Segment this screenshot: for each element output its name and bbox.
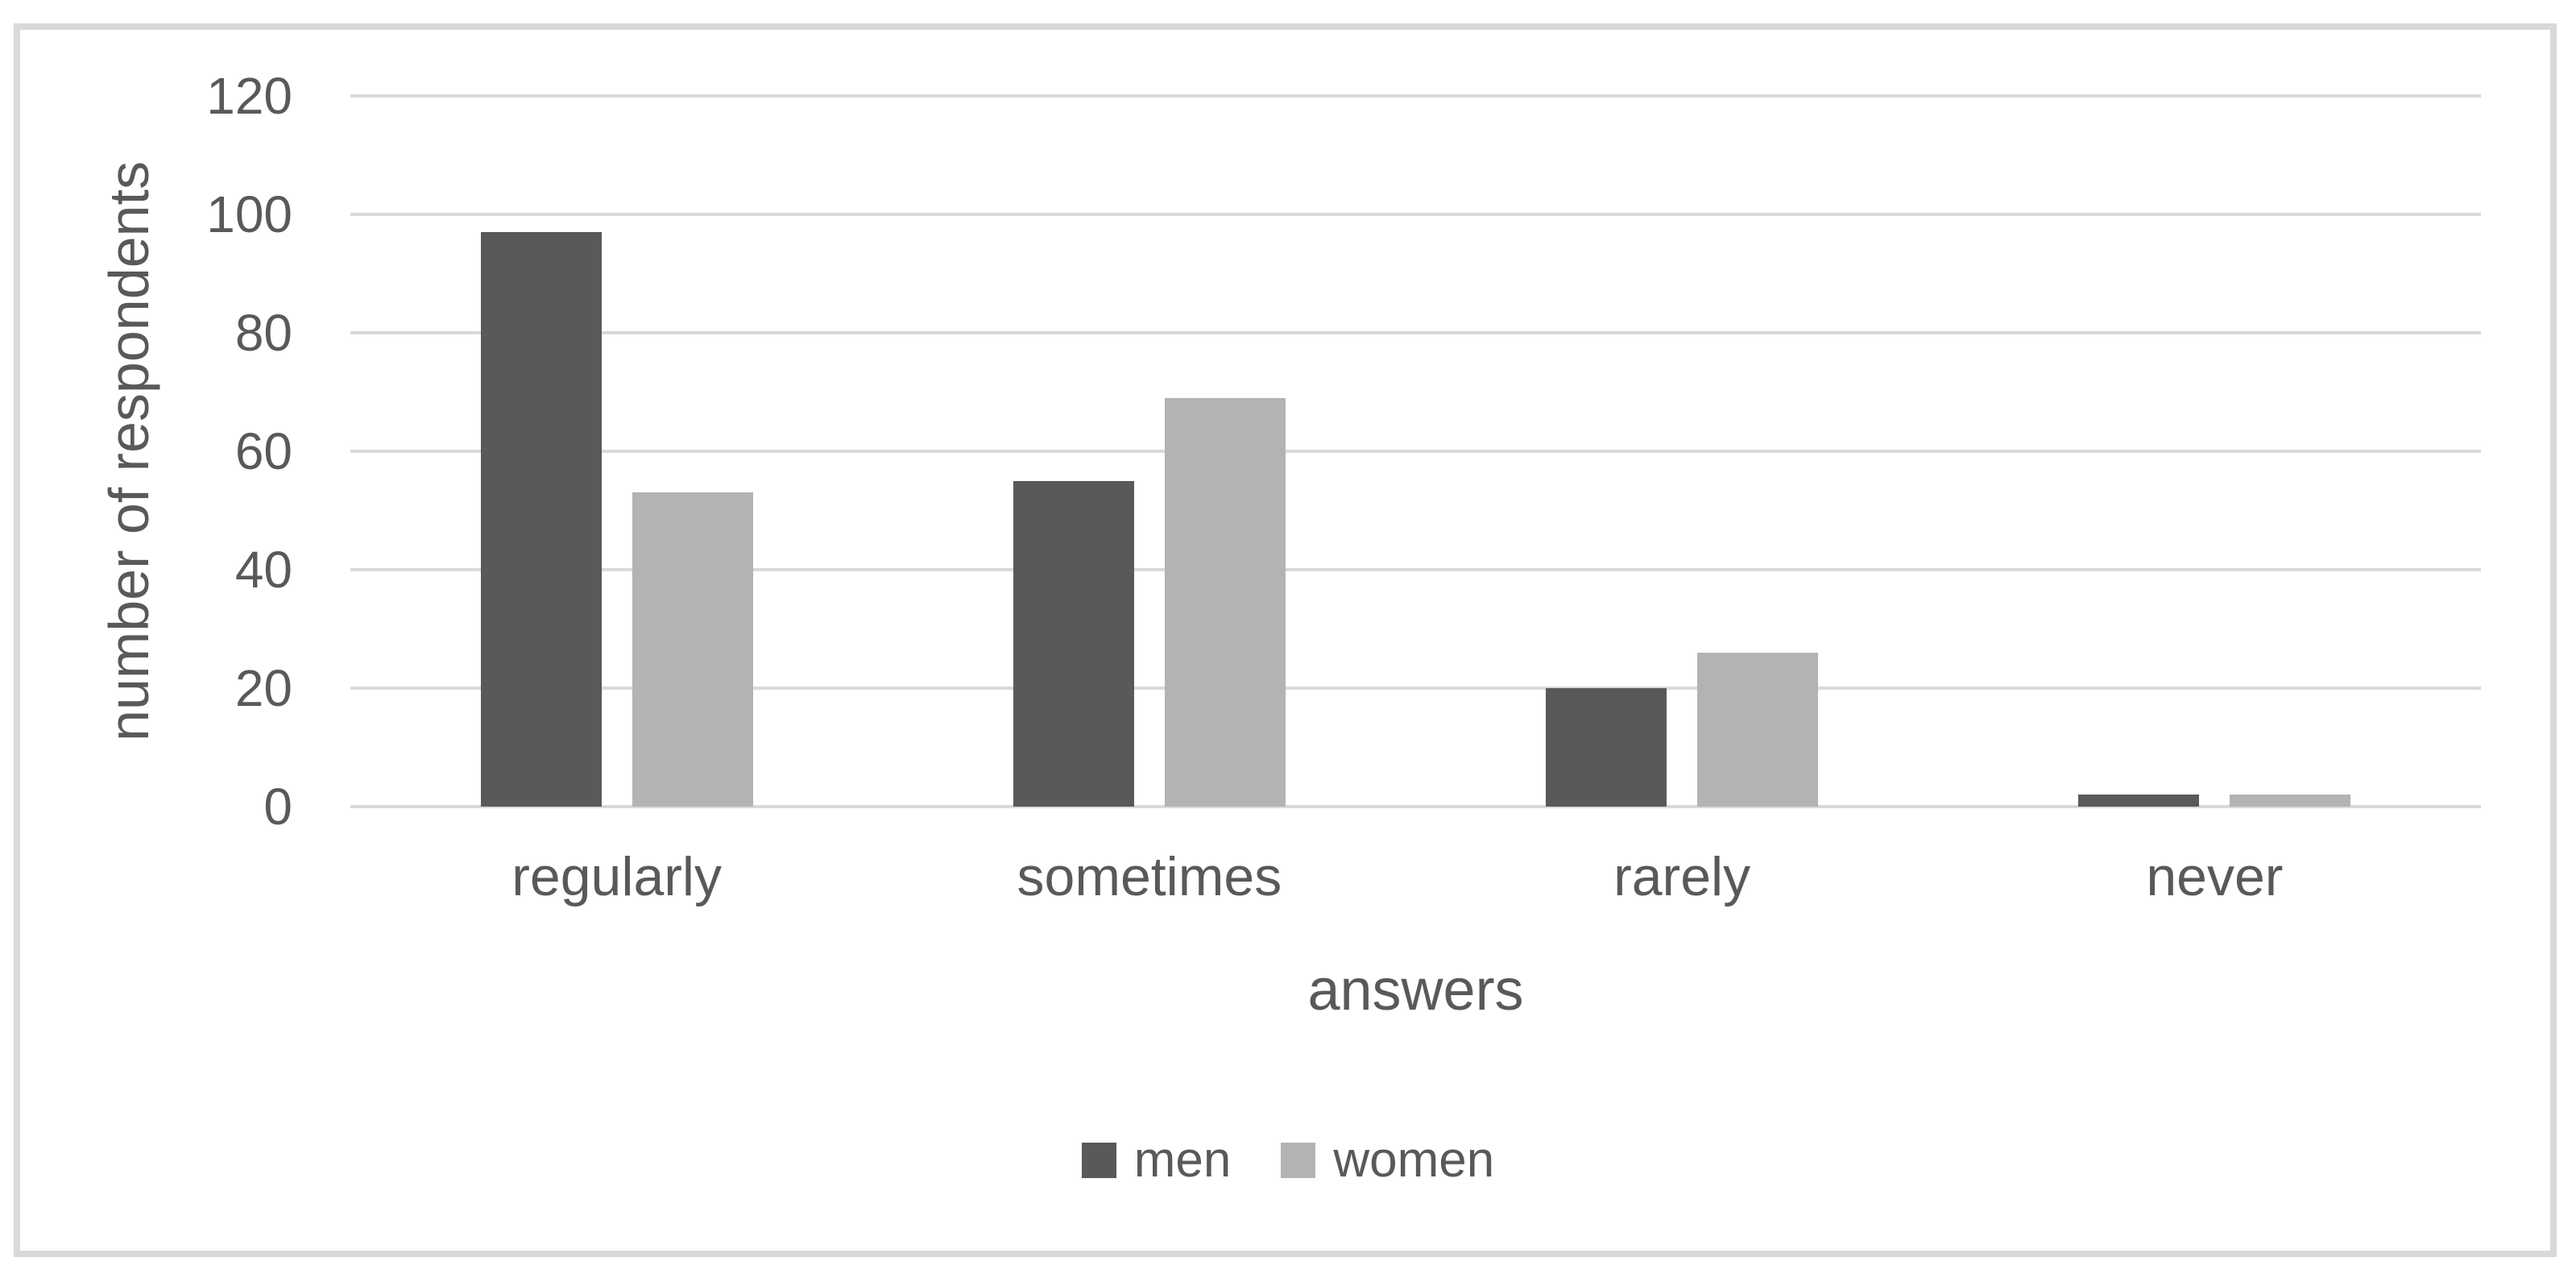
bar-women-never xyxy=(2230,795,2351,807)
y-tick-label: 100 xyxy=(206,185,292,243)
y-tick-label: 60 xyxy=(234,422,292,480)
bar-men-regularly xyxy=(480,232,602,807)
bar-men-sometimes xyxy=(1013,480,1134,807)
legend-item-men: men xyxy=(1081,1131,1232,1189)
category-label: regularly xyxy=(511,846,723,907)
bar-group xyxy=(1949,96,2481,807)
bar-group xyxy=(350,96,883,807)
bar-group xyxy=(883,96,1415,807)
gridline xyxy=(350,212,2481,216)
bar-group xyxy=(1416,96,1949,807)
legend-swatch-men xyxy=(1081,1143,1116,1178)
bar-women-regularly xyxy=(632,492,753,807)
legend-label: women xyxy=(1333,1132,1495,1188)
category-label: sometimes xyxy=(1017,846,1282,907)
legend-swatch-women xyxy=(1281,1143,1316,1178)
gridline xyxy=(350,450,2481,453)
category-label: never xyxy=(2146,846,2284,907)
bar-women-sometimes xyxy=(1164,397,1286,807)
gridline xyxy=(350,94,2481,98)
x-axis-title: answers xyxy=(1307,958,1524,1023)
bar-men-never xyxy=(2078,795,2200,807)
legend-item-women: women xyxy=(1281,1131,1494,1189)
plot-area xyxy=(350,94,2481,808)
legend: men women xyxy=(0,1131,2576,1189)
gridline xyxy=(350,567,2481,571)
bar-women-rarely xyxy=(1697,652,1819,807)
category-label: rarely xyxy=(1613,846,1751,907)
gridline xyxy=(350,687,2481,690)
y-tick-label: 0 xyxy=(263,778,292,836)
y-tick-label: 120 xyxy=(206,67,292,125)
gridline xyxy=(350,805,2481,808)
y-tick-label: 40 xyxy=(234,541,292,599)
x-axis-category-labels: regularly sometimes rarely never xyxy=(350,840,2481,914)
y-tick-label: 20 xyxy=(234,659,292,717)
bar-men-rarely xyxy=(1546,688,1667,807)
gridline xyxy=(350,330,2481,334)
y-tick-label: 80 xyxy=(234,304,292,362)
legend-label: men xyxy=(1133,1132,1232,1188)
